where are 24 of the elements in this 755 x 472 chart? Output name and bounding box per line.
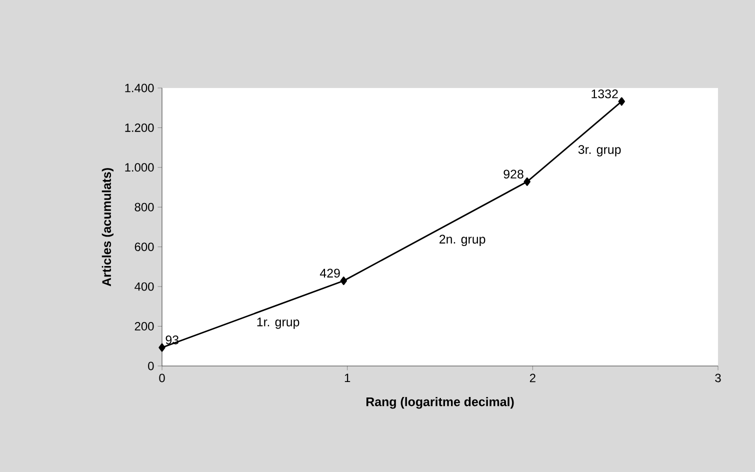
y-tick-label: 1.000 [125,163,154,172]
x-tick-label: 0 [159,374,165,382]
y-tick-label: 1.200 [125,123,154,132]
y-tick-label: 0 [148,362,154,370]
point [340,276,347,286]
point [618,97,625,106]
y-tick-label: 800 [134,202,154,212]
x-tick-label: 1 [344,374,350,382]
data-label: 1332 [592,89,618,98]
y-tick-label: 400 [134,282,154,291]
annotation: 3r. grup [578,145,621,156]
y-axis-title: Articles (acumulats) [102,168,114,286]
data-label: 429 [320,268,340,278]
point [158,343,166,352]
y-tick-label: 200 [134,322,154,330]
x-tick-label: 2 [530,374,536,382]
x-tick-label: 3 [715,374,721,382]
data-label: 928 [504,170,524,179]
y-tick-label: 1.400 [125,84,154,92]
annotation: 1r. grup [257,318,300,329]
annotation: 2n. grup [440,234,486,246]
y-tick-label: 600 [134,242,154,252]
point [524,177,530,186]
x-axis-title: Rang (logaritme decimal) [366,397,514,409]
